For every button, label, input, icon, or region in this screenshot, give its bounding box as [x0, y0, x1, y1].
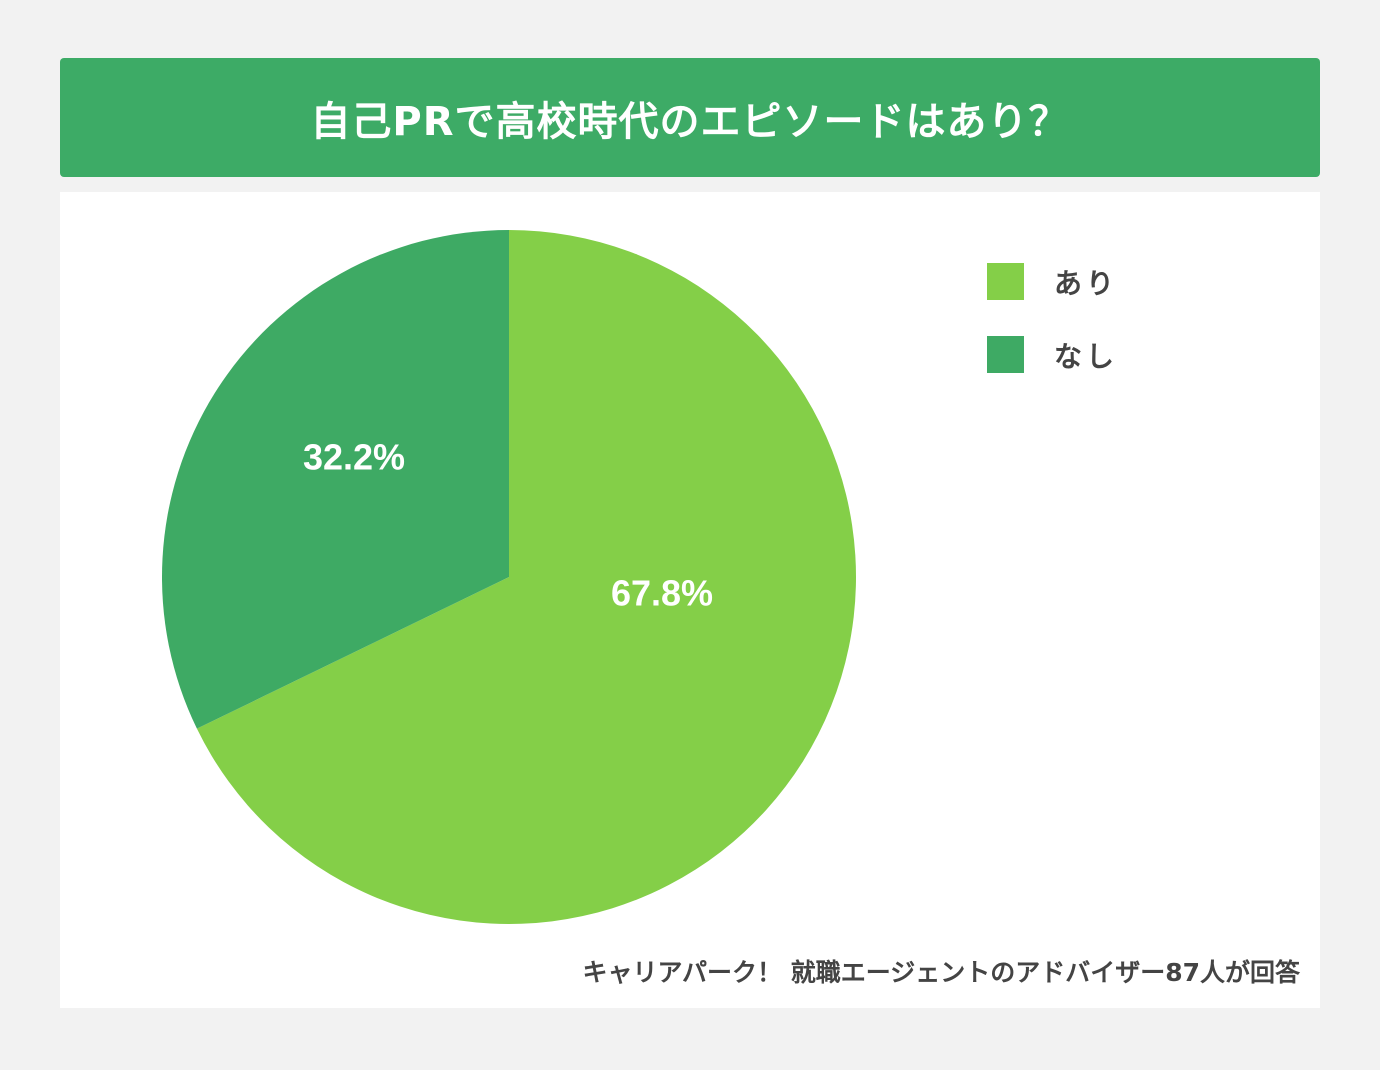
legend-item-ari: あり — [987, 263, 1118, 300]
legend-swatch-nashi — [987, 336, 1024, 373]
chart-title-bar: 自己PRで高校時代のエピソードはあり？ — [60, 58, 1320, 177]
legend-label-ari: あり — [1054, 266, 1119, 300]
data-label-nashi: 32.2% — [303, 437, 405, 478]
legend: あり なし — [987, 263, 1118, 409]
source-note: キャリアパーク！ 就職エージェントのアドバイザー87人が回答 — [582, 958, 1301, 987]
chart-title: 自己PRで高校時代のエピソードはあり？ — [310, 98, 1070, 145]
data-label-ari: 67.8% — [611, 573, 713, 614]
legend-label-nashi: なし — [1054, 339, 1119, 373]
legend-swatch-ari — [987, 263, 1024, 300]
legend-item-nashi: なし — [987, 336, 1118, 373]
pie-slice-ari — [196, 230, 856, 924]
pie-slice-nashi — [161, 230, 509, 729]
